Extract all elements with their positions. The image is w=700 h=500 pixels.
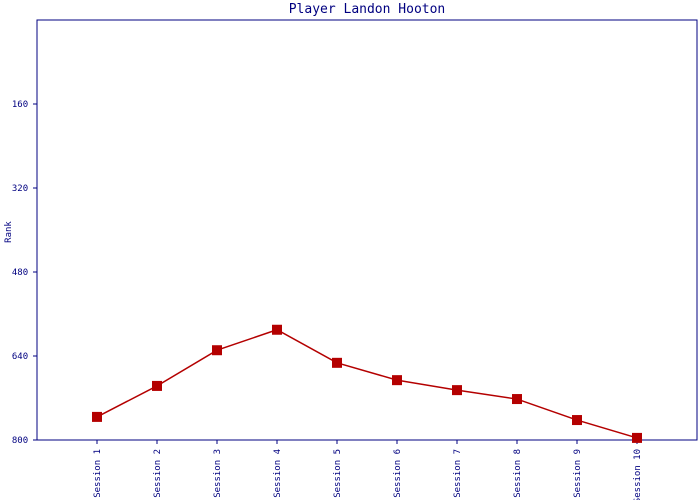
- y-axis-label: Rank: [4, 221, 14, 243]
- x-tick-label: Session 9: [573, 449, 583, 498]
- plot-frame: [36, 19, 698, 441]
- x-tick-label: Session 7: [453, 449, 463, 498]
- marker: [272, 324, 282, 335]
- marker: [152, 380, 162, 391]
- y-tick-label: 480: [12, 268, 28, 278]
- line: [96, 328, 638, 439]
- marker: [632, 432, 642, 443]
- x-tick-label: Session 2: [153, 449, 163, 498]
- marker: [572, 415, 582, 426]
- marker: [452, 385, 462, 396]
- y-tick-label: 320: [12, 184, 28, 194]
- x-tick-label: Session 10: [633, 449, 643, 500]
- x-tick-label: Session 3: [213, 449, 223, 498]
- marker: [512, 394, 522, 405]
- y-tick-label: 640: [12, 352, 28, 362]
- x-tick-label: Session 1: [93, 449, 103, 498]
- marker: [332, 357, 342, 368]
- x-tick-label: Session 4: [273, 449, 283, 498]
- y-tick-label: 800: [12, 436, 28, 446]
- marker: [212, 345, 222, 356]
- chart-title: Player Landon Hooton: [289, 2, 446, 17]
- x-tick-label: Session 6: [393, 449, 403, 498]
- x-tick-label: Session 5: [333, 449, 343, 498]
- marker: [92, 411, 102, 422]
- y-tick-label: 160: [12, 100, 28, 110]
- x-tick-label: Session 8: [513, 449, 523, 498]
- marker: [392, 375, 402, 386]
